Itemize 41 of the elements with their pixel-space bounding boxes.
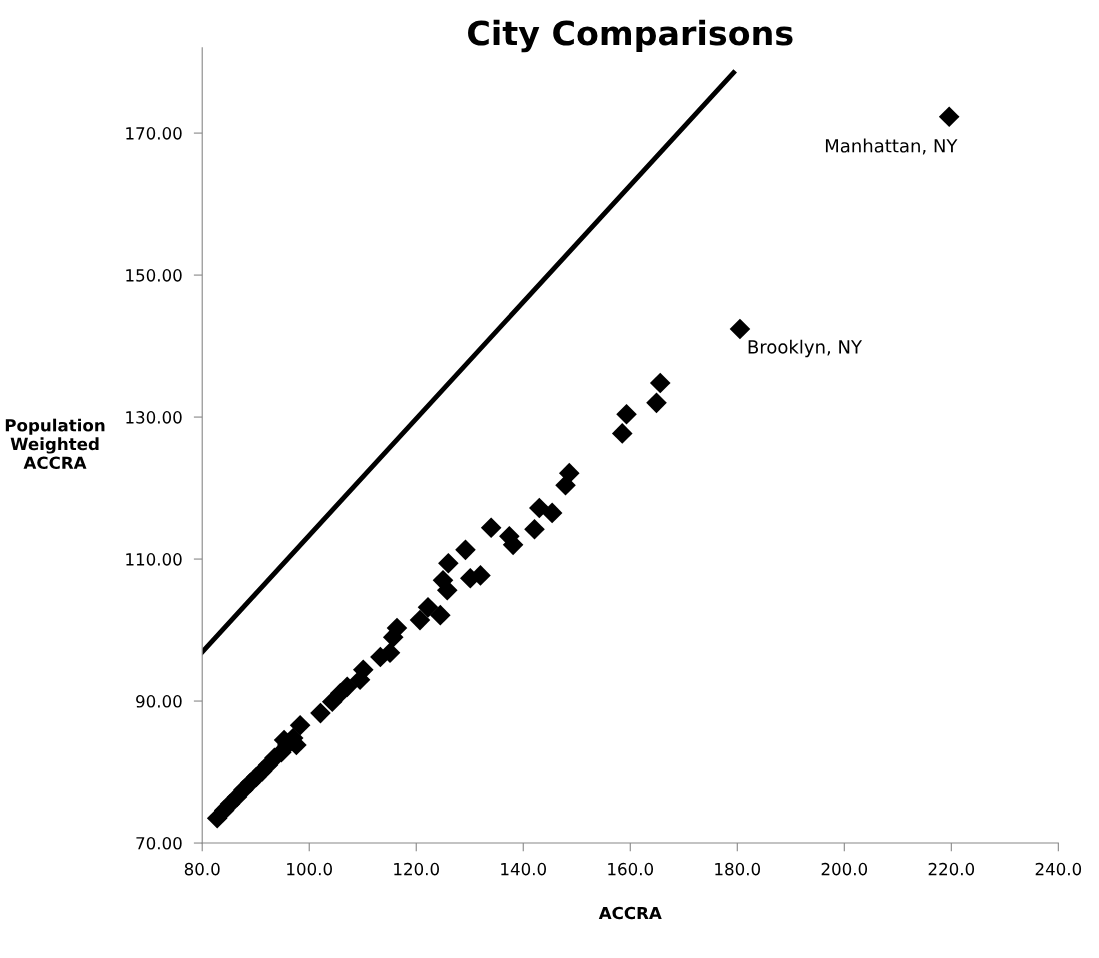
point: [646, 392, 667, 414]
y-tick-label: 130.00: [126, 411, 182, 424]
point: [541, 502, 563, 524]
x-tick-label: 180.0: [715, 862, 761, 876]
x-axis-title: ACCRA: [598, 906, 662, 920]
point: [611, 423, 633, 444]
point: [417, 597, 439, 618]
point: [480, 517, 502, 539]
point: [336, 676, 358, 698]
x-tick-label: 140.0: [501, 862, 547, 876]
point: [470, 565, 491, 586]
y-tick-label: 90.00: [136, 695, 182, 708]
point: [529, 497, 550, 519]
chart-title: City Comparisons: [468, 19, 793, 53]
point: [289, 714, 311, 736]
x-tick-label: 240.0: [1035, 862, 1082, 876]
x-tick-label: 100.0: [287, 862, 332, 876]
y-tick-label: 70.00: [136, 837, 182, 850]
x-tick-label: 200.0: [821, 862, 868, 876]
annotation: Brooklyn, NY: [748, 339, 863, 358]
x-tick-label: 160.0: [608, 862, 654, 876]
point: [438, 553, 459, 574]
point: [409, 609, 431, 631]
y-tick-label: 110.00: [126, 553, 182, 566]
point: [616, 403, 637, 425]
point: [310, 702, 331, 724]
y-tick-label: 150.00: [126, 269, 182, 282]
x-tick-label: 220.0: [928, 862, 975, 876]
point: [938, 106, 960, 128]
point: [649, 372, 671, 394]
y-tick-label: 170.00: [126, 127, 182, 140]
annotation: Manhattan, NY: [825, 138, 958, 155]
x-tick-label: 120.0: [394, 862, 439, 876]
point: [455, 539, 476, 561]
x-tick-label: 80.0: [184, 862, 220, 876]
point: [729, 318, 751, 340]
point: [436, 580, 458, 601]
point: [524, 518, 545, 540]
y-axis-title: Population Weighted ACCRA: [5, 418, 105, 470]
point: [430, 604, 451, 626]
point: [558, 462, 580, 484]
